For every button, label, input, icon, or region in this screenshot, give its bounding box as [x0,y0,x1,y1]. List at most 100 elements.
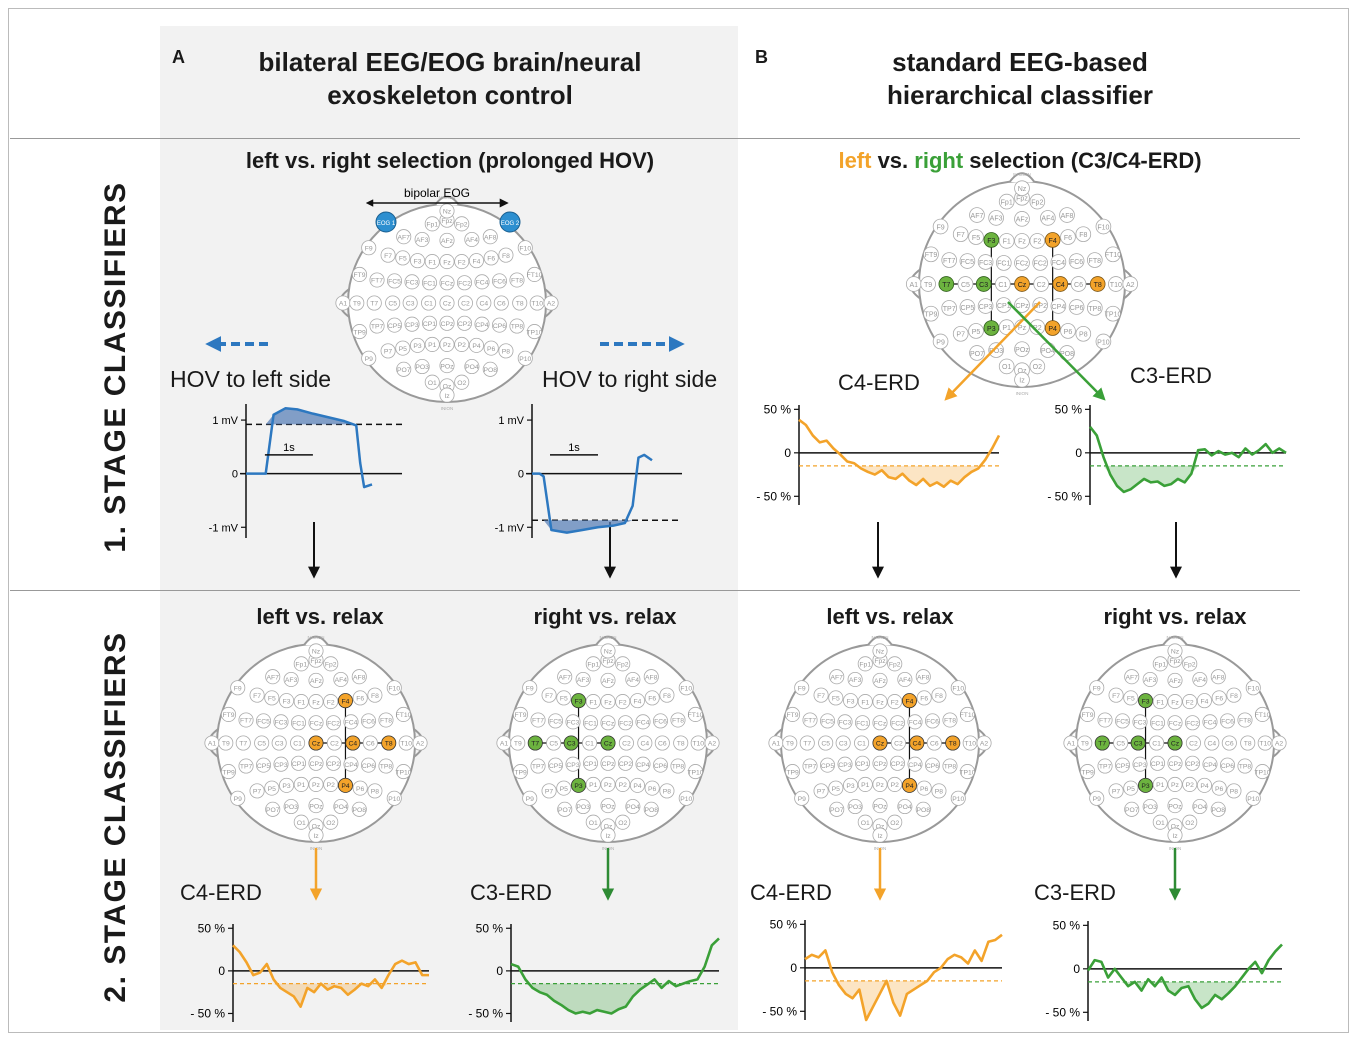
electrode-label-cp2: CP2 [619,761,632,768]
electrode-fc4 [474,274,490,290]
electrode-label-fp1: Fp1 [1154,662,1166,669]
electrode-p1 [585,776,601,792]
electrode-label-po8: PO8 [352,807,366,814]
electrode-ft7 [238,712,254,728]
electrode-label-afz: AFz [874,678,887,685]
electrode-label-p4: P4 [633,783,642,790]
electrode-label-t7: T7 [239,741,247,748]
electrode-p7 [249,783,265,799]
b2-erd-c3-label: C3-ERD [1034,880,1116,905]
electrode-label-c1: C1 [998,282,1007,289]
electrode-pz [308,776,324,792]
electrode-label-c6: C6 [366,741,375,748]
electrode-label-f10: F10 [1097,224,1109,231]
electrode-label-poz: POz [1015,347,1029,354]
electrode-label-f9: F9 [798,685,806,692]
nasion-label: NASION [307,635,324,640]
electrode-label-po3: PO3 [284,804,298,811]
electrode-fc3 [273,714,289,730]
electrode-label-c4: C4 [1056,282,1065,289]
electrode-label-o1: O1 [428,380,437,387]
electrode-label-poz: POz [601,803,615,810]
electrode-c6 [1070,276,1087,292]
eog1-label: EOG 1 [377,221,396,227]
electrode-cp2 [889,755,906,771]
electrode-tp8 [509,318,525,334]
electrode-label-ft7: FT7 [371,278,383,285]
electrode-o1 [857,814,873,830]
erd-tick-bottom: - 50 % [762,1004,797,1018]
electrode-fc3 [1132,714,1148,730]
electrode-label-c1: C1 [585,741,594,748]
electrode-label-tp8: TP8 [1088,306,1101,313]
electrode-label-f6: F6 [356,696,364,703]
electrode-cz [872,735,888,751]
electrode-cz [308,735,324,751]
electrode-af8 [643,669,659,685]
electrode-label-p6: P6 [920,786,929,793]
electrode-f6 [1060,229,1076,245]
electrode-p6 [1211,780,1227,796]
electrode-label-ft10: FT10 [1255,712,1271,719]
electrode-label-fpz: Fpz [602,658,614,665]
electrode-label-fc5: FC5 [257,719,270,726]
electrode-c5 [818,735,834,751]
electrode-f7 [249,687,265,703]
electrode-label-f10: F10 [680,685,692,692]
electrode-o1 [585,814,601,830]
electrode-f4 [468,253,484,269]
electrode-p5 [395,340,411,356]
electrode-label-fc5: FC5 [961,259,974,266]
eog-scale-bar: 1s [550,442,598,456]
electrode-label-cp4: CP4 [636,762,649,769]
electrode-label-pz: Pz [604,782,613,789]
electrode-label-f3: F3 [283,698,291,705]
erd-signal-line [1086,943,1283,1010]
electrode-label-cz: Cz [1171,741,1180,748]
electrode-label-p4: P4 [341,783,350,790]
electrode-f7 [813,687,829,703]
electrode-fp1 [424,216,440,232]
electrode-cpz [439,315,455,331]
eog-tick-bottom: -1 mV [209,522,239,534]
electrode-label-fp2: Fp2 [325,662,337,669]
electrode-t9 [349,295,365,311]
electrode-label-af7: AF7 [1126,674,1139,681]
electrode-label-t9: T9 [353,301,361,308]
inion-label: INION [1016,391,1029,396]
erd-signal-line [1088,425,1287,494]
electrode-tp9 [923,305,939,322]
electrode-label-af3: AF3 [285,677,298,684]
electrode-label-ft10: FT10 [688,712,704,719]
electrode-label-af8: AF8 [353,674,366,681]
electrode-f8 [498,247,514,263]
electrode-label-p2: P2 [458,342,467,349]
electrode-label-ft8: FT8 [1089,258,1102,265]
electrode-fc4 [1050,254,1067,270]
erd-tick-top: 50 % [1053,918,1081,932]
electrode-label-f3: F3 [1142,698,1150,705]
a2-left-relax-heading: left vs. relax [256,604,384,629]
electrode-cp3 [837,756,853,772]
electrode-label-af3: AF3 [990,216,1003,223]
electrode-label-cp2: CP2 [891,761,904,768]
electrode-label-cp6: CP6 [1221,763,1234,770]
electrode-tp10 [1105,305,1121,322]
electrode-label-t9: T9 [222,741,230,748]
electrode-c4 [476,295,492,311]
electrode-cp5 [255,757,272,773]
stage1-b-heading: left vs. right selection (C3/C4-ERD) [760,148,1280,174]
electrode-fcz [872,715,888,731]
electrode-fcz [1167,715,1183,731]
electrode-f2 [1029,233,1046,249]
electrode-c5 [385,295,401,311]
inion-label: INION [441,406,453,411]
electrode-label-cpz: CPz [310,761,323,768]
electrode-label-po3: PO3 [415,364,429,371]
electrode-cpz [1014,297,1030,313]
electrode-p4 [1196,777,1212,793]
electrode-af8 [1059,207,1075,223]
electrode-label-p8: P8 [1079,332,1088,339]
electrode-fp2 [887,656,903,672]
electrode-label-fc5: FC5 [1116,719,1129,726]
